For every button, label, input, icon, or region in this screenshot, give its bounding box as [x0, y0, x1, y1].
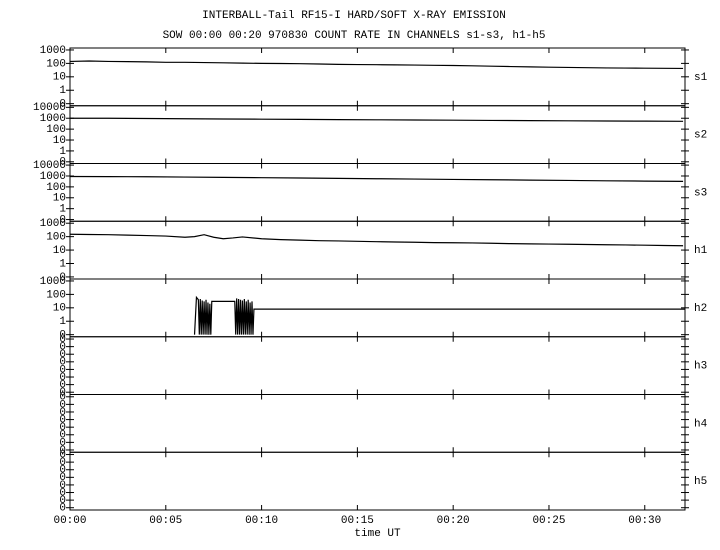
y-tick-label: 10	[53, 135, 66, 147]
x-tick-label: 00:15	[341, 515, 374, 527]
y-tick-label: 0	[59, 457, 66, 469]
y-tick-label: 0	[59, 480, 66, 492]
panel-label: s3	[694, 187, 707, 199]
y-tick-label: 0	[59, 495, 66, 507]
x-tick-label: 00:10	[245, 515, 278, 527]
panel-label: h2	[694, 303, 707, 315]
panel-frame	[69, 451, 686, 511]
y-tick-label: 0	[59, 364, 66, 376]
y-tick-label: 10	[53, 245, 66, 257]
x-tick-label: 00:30	[628, 515, 661, 527]
y-tick-label: 100	[46, 232, 66, 244]
x-tick-label: 00:05	[149, 515, 182, 527]
y-tick-label: 10	[53, 303, 66, 315]
y-tick-label: 0	[59, 99, 66, 111]
y-tick-label: 1000	[40, 276, 66, 288]
y-tick-label: 0	[59, 357, 66, 369]
y-tick-label: 10000	[33, 160, 66, 172]
y-tick-label: 0	[59, 214, 66, 226]
y-tick-label: 0	[59, 380, 66, 392]
y-tick-label: 0	[59, 422, 66, 434]
y-tick-label: 0	[59, 334, 66, 346]
y-tick-label: 1	[59, 146, 66, 158]
panel-label: h3	[694, 361, 707, 373]
x-axis-label: time UT	[354, 528, 401, 540]
data-line	[69, 175, 684, 182]
y-tick-label: 0	[59, 414, 66, 426]
y-tick-label: 0	[59, 503, 66, 515]
y-tick-label: 10000	[33, 102, 66, 114]
panel-label: h4	[694, 418, 708, 430]
panel-label: h1	[694, 245, 708, 257]
y-tick-label: 100	[46, 289, 66, 301]
y-tick-label: 1000	[40, 218, 66, 230]
y-tick-label: 0	[59, 342, 66, 354]
y-tick-label: 0	[59, 330, 66, 342]
y-tick-label: 0	[59, 272, 66, 284]
y-tick-label: 10	[53, 72, 66, 84]
y-tick-label: 0	[59, 349, 66, 361]
data-line	[69, 233, 684, 247]
y-tick-label: 0	[59, 430, 66, 442]
y-tick-label: 1	[59, 316, 66, 328]
y-tick-label: 0	[59, 465, 66, 477]
panel-label: h5	[694, 476, 707, 488]
y-tick-label: 0	[59, 392, 66, 404]
y-tick-label: 0	[59, 157, 66, 169]
y-tick-label: 1	[59, 85, 66, 97]
y-tick-label: 0	[59, 487, 66, 499]
y-tick-label: 0	[59, 449, 66, 461]
y-tick-label: 100	[46, 58, 66, 70]
y-tick-label: 0	[59, 437, 66, 449]
chart-subtitle: SOW 00:00 00:20 970830 COUNT RATE IN CHA…	[163, 30, 546, 42]
y-tick-label: 1000	[40, 113, 66, 125]
x-tick-label: 00:25	[532, 515, 565, 527]
y-tick-label: 0	[59, 407, 66, 419]
y-tick-label: 100	[46, 124, 66, 136]
data-line	[193, 295, 685, 335]
y-tick-label: 1000	[40, 171, 66, 183]
y-tick-label: 1000	[40, 45, 66, 57]
y-tick-label: 0	[59, 372, 66, 384]
y-tick-label: 0	[59, 472, 66, 484]
panel-label: s2	[694, 130, 707, 142]
data-line	[70, 117, 684, 122]
y-tick-label: 0	[59, 445, 66, 457]
y-tick-label: 10	[53, 193, 66, 205]
chart-title: INTERBALL-Tail RF15-I HARD/SOFT X-RAY EM…	[202, 10, 506, 22]
x-tick-label: 00:20	[437, 515, 470, 527]
y-tick-label: 0	[59, 387, 66, 399]
y-tick-label: 1	[59, 204, 66, 216]
data-line	[69, 60, 684, 70]
x-tick-label: 00:00	[53, 515, 86, 527]
y-tick-label: 1	[59, 258, 66, 270]
y-tick-label: 100	[46, 182, 66, 194]
panel-label: s1	[694, 72, 708, 84]
y-tick-label: 0	[59, 399, 66, 411]
